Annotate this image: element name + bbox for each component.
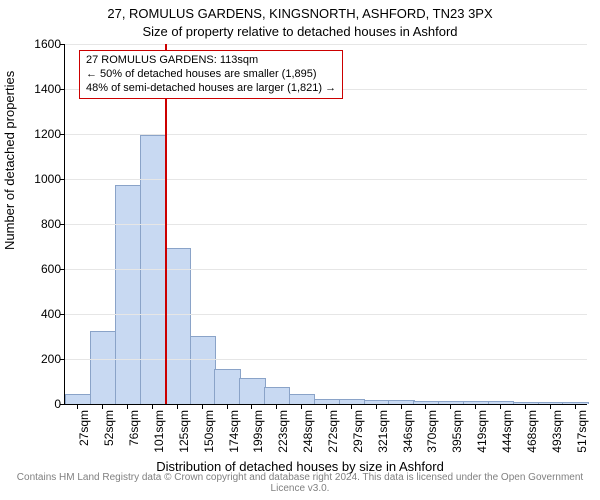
ytick-label: 800 — [41, 217, 61, 231]
xtick-mark — [77, 404, 78, 409]
xtick-label: 444sqm — [500, 410, 514, 453]
gridline — [65, 134, 587, 135]
xtick-mark — [202, 404, 203, 409]
annotation-line-2: ← 50% of detached houses are smaller (1,… — [86, 68, 336, 82]
xtick-label: 346sqm — [401, 410, 415, 453]
attribution-text: Contains HM Land Registry data © Crown c… — [0, 472, 600, 494]
xtick-mark — [152, 404, 153, 409]
xtick-mark — [251, 404, 252, 409]
ytick-label: 1000 — [34, 172, 61, 186]
gridline — [65, 224, 587, 225]
xtick-mark — [425, 404, 426, 409]
xtick-mark — [276, 404, 277, 409]
xtick-label: 517sqm — [575, 410, 589, 453]
bar — [513, 402, 539, 404]
xtick-mark — [227, 404, 228, 409]
bar — [214, 369, 240, 404]
ytick-label: 1600 — [34, 37, 61, 51]
xtick-label: 272sqm — [326, 410, 340, 453]
plot-area: 0200400600800100012001400160027sqm52sqm7… — [64, 44, 587, 405]
xtick-label: 174sqm — [227, 410, 241, 453]
xtick-label: 52sqm — [102, 410, 116, 446]
ytick-label: 1200 — [34, 127, 61, 141]
annotation-line-1: 27 ROMULUS GARDENS: 113sqm — [86, 54, 336, 68]
xtick-mark — [351, 404, 352, 409]
bar — [165, 248, 191, 404]
gridline — [65, 179, 587, 180]
chart-container: 27, ROMULUS GARDENS, KINGSNORTH, ASHFORD… — [0, 0, 600, 500]
xtick-label: 321sqm — [376, 410, 390, 453]
gridline — [65, 44, 587, 45]
bar — [388, 400, 414, 404]
xtick-label: 370sqm — [425, 410, 439, 453]
xtick-label: 395sqm — [450, 410, 464, 453]
bar — [239, 378, 265, 404]
xtick-mark — [326, 404, 327, 409]
bar — [264, 387, 290, 404]
ytick-label: 600 — [41, 262, 61, 276]
bar — [538, 402, 564, 404]
xtick-label: 468sqm — [525, 410, 539, 453]
xtick-label: 101sqm — [152, 410, 166, 453]
annotation-line-3: 48% of semi-detached houses are larger (… — [86, 82, 336, 96]
bar — [562, 402, 588, 404]
xtick-mark — [301, 404, 302, 409]
chart-title-address: 27, ROMULUS GARDENS, KINGSNORTH, ASHFORD… — [0, 6, 600, 21]
xtick-mark — [575, 404, 576, 409]
xtick-label: 76sqm — [127, 410, 141, 446]
xtick-label: 223sqm — [276, 410, 290, 453]
xtick-mark — [475, 404, 476, 409]
bar — [115, 185, 141, 404]
xtick-label: 248sqm — [301, 410, 315, 453]
xtick-mark — [376, 404, 377, 409]
gridline — [65, 314, 587, 315]
xtick-mark — [102, 404, 103, 409]
xtick-mark — [177, 404, 178, 409]
chart-subtitle: Size of property relative to detached ho… — [0, 24, 600, 39]
bar — [364, 400, 390, 404]
y-axis-label: Number of detached properties — [2, 71, 17, 250]
bar — [190, 336, 216, 405]
bar — [90, 331, 116, 404]
bar — [289, 394, 315, 404]
xtick-label: 297sqm — [351, 410, 365, 453]
xtick-label: 125sqm — [177, 410, 191, 453]
xtick-label: 493sqm — [550, 410, 564, 453]
xtick-mark — [401, 404, 402, 409]
xtick-label: 419sqm — [475, 410, 489, 453]
xtick-label: 150sqm — [202, 410, 216, 453]
xtick-mark — [127, 404, 128, 409]
bar — [65, 394, 91, 404]
ytick-label: 1400 — [34, 82, 61, 96]
ytick-label: 0 — [54, 397, 61, 411]
ytick-label: 400 — [41, 307, 61, 321]
xtick-label: 27sqm — [77, 410, 91, 446]
xtick-mark — [550, 404, 551, 409]
bar — [339, 399, 365, 405]
xtick-mark — [525, 404, 526, 409]
gridline — [65, 359, 587, 360]
xtick-mark — [450, 404, 451, 409]
ytick-label: 200 — [41, 352, 61, 366]
xtick-mark — [500, 404, 501, 409]
annotation-box: 27 ROMULUS GARDENS: 113sqm ← 50% of deta… — [79, 50, 343, 99]
xtick-label: 199sqm — [251, 410, 265, 453]
gridline — [65, 269, 587, 270]
